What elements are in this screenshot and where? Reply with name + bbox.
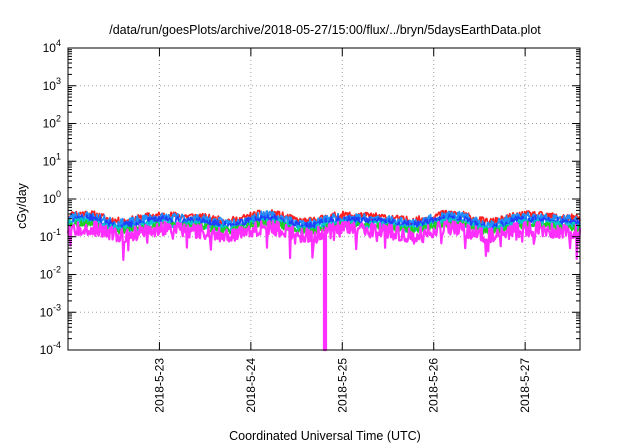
y-tick-label: 104 (43, 38, 61, 55)
y-tick-base: 10 (40, 305, 54, 319)
x-tick-label: 2018-5-24 (244, 358, 258, 413)
y-tick-label: 10-3 (40, 302, 61, 319)
series-line-3 (67, 213, 581, 233)
y-tick-exponent: 3 (56, 76, 61, 86)
y-tick-exponent: -4 (53, 340, 61, 350)
y-tick-base: 10 (43, 117, 57, 131)
x-tick-label: 2018-5-23 (152, 358, 166, 413)
y-tick-label: 10-2 (40, 265, 61, 282)
y-tick-exponent: 0 (56, 189, 61, 199)
y-tick-base: 10 (40, 230, 54, 244)
y-tick-label: 10-1 (40, 227, 61, 244)
y-tick-base: 10 (43, 192, 57, 206)
y-tick-base: 10 (40, 343, 54, 357)
chart-title: /data/run/goesPlots/archive/2018-05-27/1… (109, 23, 541, 37)
y-tick-exponent: -2 (53, 265, 61, 275)
y-tick-base: 10 (43, 154, 57, 168)
x-tick-label: 2018-5-26 (427, 358, 441, 413)
axis-ticks: 10-410-310-210-11001011021031042018-5-23… (40, 38, 580, 413)
y-tick-exponent: -3 (53, 302, 61, 312)
y-tick-label: 102 (43, 114, 61, 131)
x-axis-label: Coordinated Universal Time (UTC) (229, 429, 421, 443)
y-tick-label: 101 (43, 151, 61, 168)
x-tick-label: 2018-5-25 (335, 358, 349, 413)
y-tick-base: 10 (40, 268, 54, 282)
y-axis-label: cGy/day (15, 182, 29, 229)
y-tick-exponent: 1 (56, 151, 61, 161)
y-tick-base: 10 (43, 79, 57, 93)
y-tick-exponent: -1 (53, 227, 61, 237)
y-tick-label: 10-4 (40, 340, 61, 357)
y-tick-base: 10 (43, 41, 57, 55)
y-tick-label: 103 (43, 76, 61, 93)
y-tick-label: 100 (43, 189, 61, 206)
y-tick-exponent: 2 (56, 114, 61, 124)
x-tick-label: 2018-5-27 (518, 358, 532, 413)
series-line-5 (67, 219, 581, 236)
y-tick-exponent: 4 (56, 38, 61, 48)
